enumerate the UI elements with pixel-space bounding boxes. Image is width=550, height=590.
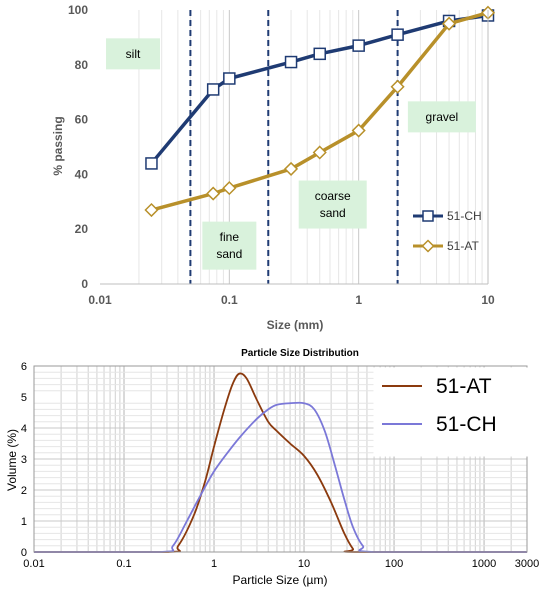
c1-zone-label: sand (216, 247, 242, 261)
c1-legend-label: 51-AT (447, 239, 479, 253)
c1-point (284, 55, 298, 69)
c1-point (223, 72, 236, 85)
c1-zone-label: sand (320, 206, 346, 220)
c2-x-tick-label: 100 (385, 558, 403, 570)
c1-legend-label: 51-CH (447, 209, 482, 223)
c2-y-tick-label: 2 (21, 485, 27, 497)
c1-point (222, 181, 237, 196)
c1-y-tick-label: 80 (75, 58, 89, 72)
c2-legend: 51-AT 51-CH (373, 367, 528, 457)
c1-point (390, 79, 405, 94)
c2-grid (34, 366, 527, 552)
c2-y-tick-labels: 0 1 2 3 4 5 6 (21, 361, 27, 559)
c1-zone-label: coarse (315, 189, 351, 203)
c2-legend-label: 51-CH (436, 413, 497, 436)
c2-x-tick-label: 10 (298, 558, 310, 570)
c2-x-tick-label: 1000 (472, 558, 496, 570)
c2-y-tick-label: 5 (21, 392, 27, 404)
c1-y-tick-label: 20 (75, 222, 89, 236)
c1-y-axis-label: % passing (51, 116, 65, 175)
c2-title: Particle Size Distribution (241, 348, 359, 359)
c1-x-axis-label: Size (mm) (267, 318, 324, 332)
c1-point (442, 16, 457, 31)
c2-y-tick-label: 6 (21, 361, 27, 373)
c2-y-tick-label: 3 (21, 454, 27, 466)
c1-x-tick-label: 0.1 (221, 293, 238, 307)
c1-point (206, 83, 220, 96)
c2-y-tick-label: 4 (21, 423, 27, 435)
c2-y-tick-label: 0 (21, 547, 27, 559)
c1-point (351, 123, 366, 138)
c1-point (312, 145, 327, 160)
c2-x-tick-label: 1 (211, 558, 217, 570)
c2-series-line (34, 372, 527, 553)
c1-legend-marker (422, 210, 434, 222)
c1-point (352, 39, 365, 52)
c1-y-tick-label: 0 (81, 277, 88, 291)
c1-x-tick-labels: 0.01 0.1 1 10 (88, 293, 495, 307)
c1-zone-box (202, 221, 257, 270)
c2-x-tick-label: 0.1 (116, 558, 131, 570)
c1-zone-box (407, 101, 476, 133)
c1-zone-label: gravel (426, 110, 459, 124)
c1-zone-boundaries (189, 10, 399, 284)
c1-x-tick-label: 1 (355, 293, 362, 307)
c2-legend-box (373, 367, 528, 457)
c1-point (145, 157, 158, 170)
c1-zone-label: fine (220, 230, 240, 244)
c1-point (283, 161, 299, 176)
c1-zone-box (106, 38, 161, 70)
c1-zone-box (298, 180, 367, 229)
c2-series (34, 372, 527, 553)
c2-legend-label: 51-AT (436, 375, 492, 398)
c2-y-axis-label: Volume (%) (5, 429, 19, 491)
c2-series-line (34, 401, 527, 553)
c2-x-tick-label: 3000 (515, 558, 539, 570)
c1-legend-marker (421, 239, 435, 253)
c1-y-tick-label: 100 (68, 3, 88, 17)
c1-zone-labels: silt fine sand coarse sand gravel (106, 38, 476, 270)
c1-point (206, 186, 221, 201)
c2-x-axis-label: Particle Size (µm) (233, 573, 328, 587)
c1-point (391, 28, 404, 41)
c1-x-tick-label: 10 (481, 293, 495, 307)
c1-x-tick-label: 0.01 (88, 293, 112, 307)
c1-y-tick-label: 60 (75, 113, 89, 127)
c1-y-tick-labels: 0 20 40 60 80 100 (68, 3, 88, 291)
c1-point (313, 47, 326, 61)
c2-axes (33, 365, 528, 553)
c1-legend: 51-CH 51-AT (413, 209, 482, 253)
c2-y-tick-label: 1 (21, 516, 27, 528)
c1-axes (100, 10, 489, 285)
c2-x-tick-label: 0.01 (23, 558, 44, 570)
c1-point (144, 202, 159, 218)
c2-plot-frame (33, 365, 528, 553)
c1-zone-label: silt (126, 47, 141, 61)
c2-x-tick-labels: 0.01 0.1 1 10 100 1000 3000 (23, 558, 539, 570)
c1-y-tick-label: 40 (75, 167, 89, 181)
